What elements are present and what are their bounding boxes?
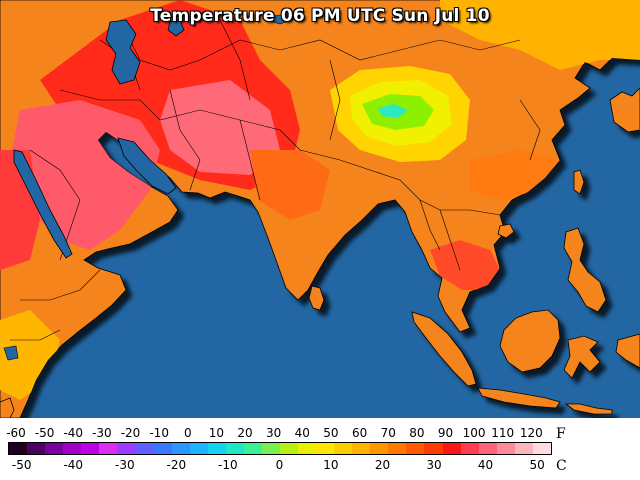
color-bar-segment [99, 443, 118, 454]
color-bar-segment [496, 443, 515, 454]
celsius-tick-label: 10 [323, 458, 339, 472]
celsius-tick-label: -40 [63, 458, 84, 472]
fahrenheit-tick-label: 100 [462, 426, 486, 440]
color-bar-segment [424, 443, 443, 454]
map-title: Temperature 06 PM UTC Sun Jul 10 [150, 6, 490, 26]
japan-korea [609, 87, 640, 133]
color-bar-segment [63, 443, 82, 454]
fahrenheit-tick-label: -50 [34, 426, 55, 440]
color-bar-segment [478, 443, 497, 454]
celsius-tick-label: 50 [529, 458, 545, 472]
fahrenheit-tick-label: 30 [266, 426, 282, 440]
color-bar-segment [406, 443, 425, 454]
color-bar-segment [316, 443, 335, 454]
color-bar-segment [189, 443, 208, 454]
temperature-map: Temperature 06 PM UTC Sun Jul 10 [0, 0, 640, 418]
color-bar-segment [370, 443, 389, 454]
lesser-sunda-islands [564, 403, 613, 415]
temperature-zones [0, 0, 640, 400]
color-bar-segment [27, 443, 46, 454]
color-bar-segment [532, 443, 551, 454]
color-bar-segment [9, 443, 28, 454]
color-bar-segment [334, 443, 353, 454]
fahrenheit-tick-label: -60 [6, 426, 26, 440]
celsius-tick-label: -20 [166, 458, 187, 472]
color-bar-segment [135, 443, 154, 454]
color-bar-segment [171, 443, 190, 454]
fahrenheit-tick-label: -20 [120, 426, 141, 440]
color-bar-segment [117, 443, 136, 454]
madagascar-edge [0, 397, 15, 418]
sri-lanka [308, 285, 325, 311]
fahrenheit-tick-label: -10 [149, 426, 169, 440]
temperature-legend: -60 -50 -40 -30 -20 -10 0 10 20 30 40 50 60 70 80 90 100… [0, 418, 640, 480]
color-bar-segment [279, 443, 298, 454]
color-bar-segment [81, 443, 100, 454]
taiwan [573, 169, 585, 195]
fahrenheit-tick-label: 10 [208, 426, 225, 440]
red-sea [13, 149, 73, 259]
celsius-tick-label: 0 [275, 458, 284, 472]
caspian-sea [105, 19, 141, 85]
color-bar-segment [261, 443, 280, 454]
sumatra [411, 311, 477, 387]
color-bar-segment [352, 443, 371, 454]
fahrenheit-tick-label: 20 [237, 426, 253, 440]
aral-sea [167, 19, 185, 37]
celsius-tick-label: -50 [11, 458, 32, 472]
fahrenheit-tick-label: 110 [491, 426, 515, 440]
lake-victoria [3, 345, 19, 361]
fahrenheit-tick-label: 60 [351, 426, 368, 440]
zone-yellow-northeast [440, 0, 640, 70]
color-bar-segment [45, 443, 64, 454]
color-bar-segment [388, 443, 407, 454]
borneo [499, 309, 561, 373]
fahrenheit-tick-label: -40 [63, 426, 84, 440]
new-guinea [615, 333, 640, 369]
lake-balkhash [261, 13, 297, 25]
color-bar-segment [298, 443, 317, 454]
zone-deeporange-india [250, 150, 330, 220]
color-bar-segment [207, 443, 226, 454]
color-bar-segment [243, 443, 262, 454]
fahrenheit-tick-label: 80 [409, 426, 425, 440]
color-bar-segment [225, 443, 244, 454]
celsius-tick-label: -30 [114, 458, 135, 472]
color-bar-segment [442, 443, 461, 454]
zone-red-indochina [430, 240, 500, 290]
temperature-color-bar [8, 442, 552, 455]
celsius-tick-label: 20 [374, 458, 391, 472]
fahrenheit-tick-label: 70 [380, 426, 396, 440]
zone-pink-iran [160, 80, 280, 175]
fahrenheit-tick-label: 90 [437, 426, 454, 440]
fahrenheit-tick-label: 0 [183, 426, 192, 440]
fahrenheit-tick-label: 50 [323, 426, 339, 440]
color-bar-segment [153, 443, 172, 454]
celsius-tick-label: 40 [477, 458, 494, 472]
map-graphic [0, 0, 640, 418]
fahrenheit-tick-label: -30 [92, 426, 112, 440]
celsius-unit-label: C [556, 458, 567, 474]
sulawesi [563, 335, 601, 379]
fahrenheit-tick-label: 120 [519, 426, 543, 440]
celsius-tick-label: 30 [426, 458, 442, 472]
color-bar-segment [514, 443, 533, 454]
color-bar-segment [460, 443, 479, 454]
celsius-tick-label: -10 [218, 458, 238, 472]
fahrenheit-unit-label: F [556, 426, 566, 442]
hainan [497, 223, 515, 239]
fahrenheit-tick-label: 40 [294, 426, 310, 440]
persian-gulf [117, 137, 177, 195]
zone-cyan-tibet [378, 104, 408, 118]
philippines [563, 227, 607, 313]
java [477, 387, 561, 409]
